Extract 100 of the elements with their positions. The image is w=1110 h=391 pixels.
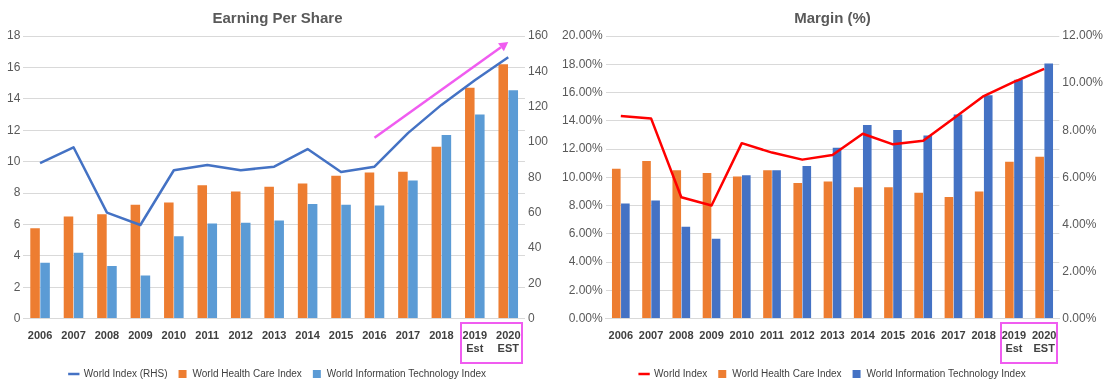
bar <box>772 170 781 319</box>
chart-title: Earning Per Share <box>212 9 343 27</box>
legend-label: World Information Technology Index <box>866 367 1026 379</box>
y-tick-label: 8.00% <box>568 197 604 212</box>
x-tick-label: 2012 <box>790 329 815 342</box>
y-tick-label: 12.00% <box>562 141 604 156</box>
y-tick-label: 12 <box>6 122 21 137</box>
bar <box>672 170 682 319</box>
y2-tick-label: 2.00% <box>1062 263 1097 278</box>
bar <box>431 146 442 319</box>
x-tick-label: 2018 <box>429 329 454 342</box>
y-tick-label: 18 <box>6 28 21 43</box>
bar <box>823 181 833 319</box>
x-tick-label: 2008 <box>94 329 120 342</box>
legend-label: World Index (RHS) <box>83 367 168 379</box>
legend-label: World Index <box>654 367 708 379</box>
x-tick-label: 2015 <box>328 329 354 342</box>
y2-tick-label: 10.00% <box>1062 75 1104 90</box>
bar <box>681 226 691 319</box>
bar <box>40 262 50 319</box>
y2-tick-label: 100 <box>527 134 549 149</box>
bar <box>763 170 772 319</box>
y2-tick-label: 6.00% <box>1062 169 1097 184</box>
bar <box>974 191 984 319</box>
x-tick-label: 2020 EST <box>1031 329 1057 355</box>
bar <box>793 182 803 319</box>
bar <box>642 161 651 319</box>
y2-tick-label: 8.00% <box>1062 122 1097 137</box>
x-tick-label: 2018 <box>971 329 996 342</box>
bar <box>621 203 630 319</box>
y-tick-label: 4 <box>13 248 21 263</box>
bar <box>465 87 475 319</box>
bar <box>174 236 184 319</box>
bar <box>341 204 351 319</box>
bar <box>107 266 117 319</box>
x-tick-label: 2009 <box>128 329 153 342</box>
bar <box>702 173 712 319</box>
bar <box>953 114 963 319</box>
bar <box>508 90 519 319</box>
bar <box>274 220 284 319</box>
x-tick-label: 2011 <box>760 329 784 342</box>
y-tick-label: 14 <box>6 91 21 106</box>
bar <box>164 202 174 319</box>
bar <box>230 191 241 319</box>
x-tick-label: 2014 <box>295 329 321 342</box>
y-tick-label: 6.00% <box>568 226 604 241</box>
chart-title: Margin (%) <box>794 9 871 27</box>
bar <box>364 172 375 319</box>
y-tick-label: 10.00% <box>562 169 604 184</box>
bar <box>307 203 318 319</box>
x-tick-label: 2017 <box>941 329 966 342</box>
y-tick-label: 4.00% <box>568 254 604 269</box>
bar <box>1035 156 1044 319</box>
bar <box>398 171 408 319</box>
bar <box>63 216 74 319</box>
y2-tick-label: 4.00% <box>1062 216 1097 231</box>
bar <box>651 200 660 319</box>
x-tick-label: 2007 <box>61 329 86 342</box>
x-tick-label: 2010 <box>729 329 755 342</box>
bar <box>264 186 274 319</box>
legend-label: World Information Technology Index <box>326 367 487 379</box>
y-tick-label: 20.00% <box>562 28 604 43</box>
x-tick-label: 2009 <box>699 329 724 342</box>
y2-tick-label: 80 <box>527 169 542 184</box>
bar <box>331 175 341 319</box>
y-tick-label: 0 <box>13 310 21 325</box>
bar <box>862 125 872 319</box>
bar <box>30 228 40 319</box>
bar <box>1005 161 1014 319</box>
x-tick-label: 2017 <box>395 329 421 342</box>
bar <box>983 95 993 319</box>
y2-tick-label: 60 <box>527 204 542 219</box>
y2-tick-label: 0.00% <box>1062 310 1097 325</box>
bar <box>1044 63 1054 319</box>
y-tick-label: 8 <box>13 185 21 200</box>
bar <box>832 147 842 319</box>
y-tick-label: 6 <box>13 216 21 231</box>
y2-tick-label: 160 <box>527 28 549 43</box>
y2-tick-label: 40 <box>527 240 542 255</box>
bar <box>1014 79 1023 319</box>
x-tick-label: 2020 EST <box>496 329 521 355</box>
y2-tick-label: 12.00% <box>1062 28 1104 43</box>
bar <box>884 187 893 319</box>
legend-label: World Health Care Index <box>732 367 842 379</box>
bar <box>853 187 863 319</box>
x-tick-label: 2006 <box>27 329 53 342</box>
bar <box>240 222 251 319</box>
x-tick-label: 2008 <box>669 329 694 342</box>
x-tick-label: 2015 <box>880 329 906 342</box>
x-tick-label: 2007 <box>638 329 664 342</box>
bar <box>97 214 107 319</box>
bar <box>893 129 902 319</box>
x-tick-label: 2016 <box>910 329 936 342</box>
bar <box>297 183 308 319</box>
y-tick-label: 2.00% <box>568 282 604 297</box>
bar <box>923 135 933 319</box>
bar <box>944 197 954 319</box>
y2-tick-label: 140 <box>527 63 549 78</box>
bar <box>914 192 923 319</box>
x-tick-label: 2013 <box>261 329 287 342</box>
